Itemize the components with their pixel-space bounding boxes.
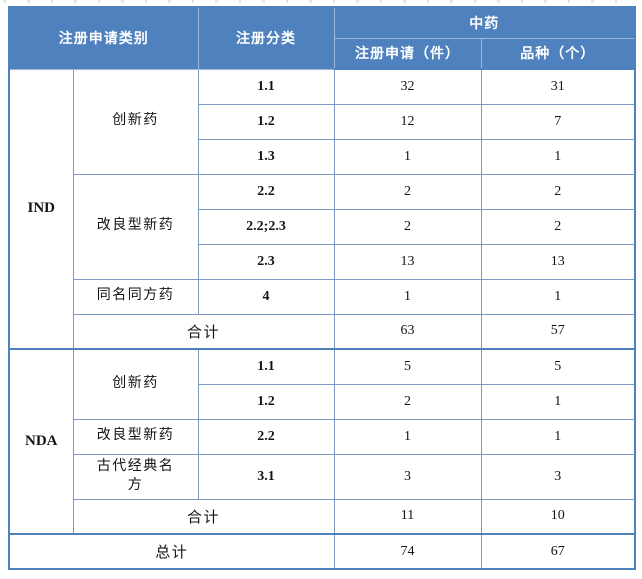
table-row-grand-total: 总计 74 67: [8, 533, 636, 570]
subtotal-label-ind: 合计: [72, 313, 335, 350]
classification-cell: 1.1: [197, 348, 335, 385]
varieties-cell: 1: [480, 138, 636, 175]
table-row-nda-subtotal: 合计 11 10: [9, 498, 636, 535]
applications-cell: 1: [333, 138, 482, 175]
table-row-nda-innovative-1: NDA 创新药 1.1 5 5: [8, 348, 636, 535]
applications-cell: 3: [333, 453, 482, 500]
varieties-cell: 1: [480, 278, 636, 315]
classification-cell: 3.1: [197, 453, 335, 500]
header-varieties-col: 品种（个）: [480, 37, 636, 70]
varieties-cell: 57: [480, 313, 636, 350]
varieties-cell: 13: [480, 243, 636, 280]
applications-cell: 74: [333, 533, 482, 570]
header-applications-col: 注册申请（件）: [333, 37, 482, 70]
table-row-ind-same-name: 同名同方药 4 1 1: [9, 278, 636, 315]
applications-cell: 13: [333, 243, 482, 280]
header-registration-classification: 注册分类: [197, 6, 335, 70]
subtotal-label-nda: 合计: [72, 498, 335, 535]
group-cell-ind-same-name: 同名同方药: [72, 278, 199, 315]
table-row-ind-innovative-1: IND 创新药 1.1 32 31: [8, 68, 636, 350]
applications-cell: 2: [333, 173, 482, 210]
applications-cell: 1: [333, 278, 482, 315]
group-cell-ind-improved: 改良型新药: [72, 173, 199, 280]
table-row-nda-improved: 改良型新药 2.2 1 1: [9, 418, 636, 455]
classification-cell: 1.3: [197, 138, 335, 175]
classification-cell: 4: [197, 278, 335, 315]
table-row-ind-improved-1: 改良型新药 2.2 2 2: [9, 173, 636, 280]
grand-total-label: 总计: [8, 533, 335, 570]
applications-cell: 2: [333, 383, 482, 420]
group-cell-nda-innovative: 创新药: [72, 348, 199, 420]
group-cell-nda-improved: 改良型新药: [72, 418, 199, 455]
group-cell-nda-classic: 古代经典名方: [72, 453, 199, 500]
varieties-cell: 7: [480, 103, 636, 140]
category-cell-ind: IND: [8, 68, 74, 350]
varieties-cell: 3: [480, 453, 636, 500]
applications-cell: 32: [333, 68, 482, 105]
table-row-ind-improved-2: 2.2;2.3 2 2: [9, 208, 636, 245]
table-row-ind-innovative-2: 1.2 12 7: [9, 103, 636, 140]
applications-cell: 11: [333, 498, 482, 535]
varieties-cell: 10: [480, 498, 636, 535]
classification-cell: 2.2: [197, 418, 335, 455]
header-row-2: 注册申请（件） 品种（个）: [9, 37, 636, 70]
applications-cell: 5: [333, 348, 482, 385]
varieties-cell: 31: [480, 68, 636, 105]
registration-table: 注册申请类别 注册分类 中药 注册申请（件） 品种（个） IND 创新药 1.1…: [8, 6, 636, 570]
applications-cell: 1: [333, 418, 482, 455]
header-row-1: 注册申请类别 注册分类 中药: [8, 6, 636, 70]
varieties-cell: 1: [480, 383, 636, 420]
table-row-ind-subtotal: 合计 63 57: [9, 313, 636, 350]
varieties-cell: 1: [480, 418, 636, 455]
cropped-text-artifact: [4, 0, 638, 3]
registration-table-container: 注册申请类别 注册分类 中药 注册申请（件） 品种（个） IND 创新药 1.1…: [8, 6, 636, 570]
varieties-cell: 67: [480, 533, 636, 570]
header-drug-type-group: 中药: [333, 6, 636, 39]
table-row-ind-improved-3: 2.3 13 13: [9, 243, 636, 280]
applications-cell: 63: [333, 313, 482, 350]
varieties-cell: 2: [480, 208, 636, 245]
classification-cell: 2.2: [197, 173, 335, 210]
applications-cell: 2: [333, 208, 482, 245]
classification-cell: 1.2: [197, 103, 335, 140]
classification-cell: 1.1: [197, 68, 335, 105]
category-cell-nda: NDA: [8, 348, 74, 535]
header-application-category: 注册申请类别: [8, 6, 199, 70]
varieties-cell: 5: [480, 348, 636, 385]
table-row-nda-classic: 古代经典名方 3.1 3 3: [9, 453, 636, 500]
classification-cell: 1.2: [197, 383, 335, 420]
varieties-cell: 2: [480, 173, 636, 210]
classification-cell: 2.3: [197, 243, 335, 280]
applications-cell: 12: [333, 103, 482, 140]
group-cell-ind-innovative: 创新药: [72, 68, 199, 175]
table-row-ind-innovative-3: 1.3 1 1: [9, 138, 636, 175]
classification-cell: 2.2;2.3: [197, 208, 335, 245]
